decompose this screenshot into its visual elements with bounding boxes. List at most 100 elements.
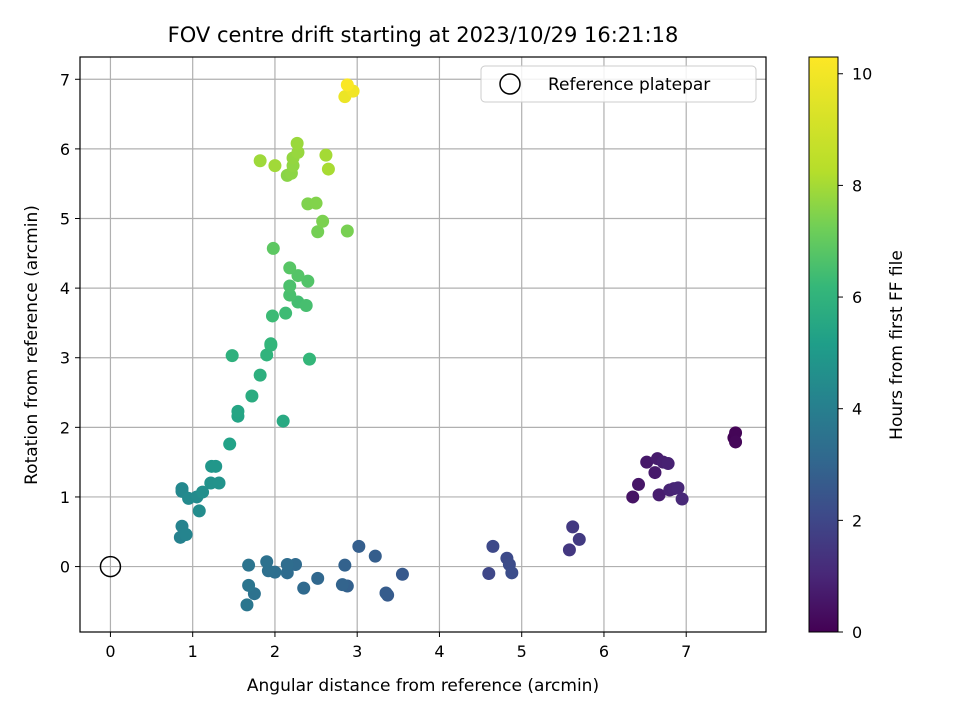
y-tick-label: 3 (60, 349, 70, 368)
reference-marker-layer (99, 555, 122, 578)
data-point (290, 136, 304, 150)
y-tick-label: 1 (60, 488, 70, 507)
colorbar-tick-label: 10 (852, 65, 872, 84)
data-point (319, 148, 333, 162)
data-point (209, 459, 223, 473)
x-tick-label: 5 (517, 642, 527, 661)
colorbar-tick-label: 4 (852, 400, 862, 419)
data-point (279, 306, 293, 320)
y-ticks: 0 1 2 3 4 5 6 7 (60, 70, 80, 577)
data-point (626, 490, 640, 504)
y-tick-label: 0 (60, 558, 70, 577)
chart-title: FOV centre drift starting at 2023/10/29 … (168, 23, 679, 47)
data-point (245, 389, 259, 403)
colorbar-tick-label: 8 (852, 176, 862, 195)
data-point (299, 299, 313, 313)
plot-frame (79, 56, 767, 633)
colorbar-gradient (808, 56, 839, 633)
y-axis-label: Rotation from reference (arcmin) (22, 205, 42, 485)
data-point (335, 578, 349, 592)
colorbar-tick-label: 2 (852, 511, 862, 530)
data-point (661, 457, 675, 471)
data-point (283, 288, 297, 302)
data-point (729, 435, 743, 449)
data-point (309, 196, 323, 210)
y-tick-label: 2 (60, 418, 70, 437)
data-point (675, 492, 689, 506)
data-point (648, 466, 662, 480)
data-point (482, 567, 496, 581)
x-tick-label: 6 (599, 642, 609, 661)
data-point (729, 426, 743, 440)
data-point (338, 558, 352, 572)
data-points (173, 78, 743, 612)
x-ticks: 0 1 2 3 4 5 6 7 (105, 632, 691, 661)
data-point (265, 309, 279, 323)
data-point (566, 520, 580, 534)
data-point (179, 528, 193, 542)
data-point (283, 261, 297, 275)
y-tick-label: 4 (60, 279, 70, 298)
colorbar-label: Hours from first FF file (887, 250, 907, 440)
data-point (652, 488, 666, 502)
data-point (280, 557, 294, 571)
colorbar: 0 2 4 6 8 10 Hours from first FF file (808, 56, 907, 642)
data-point (260, 348, 274, 362)
data-point (223, 437, 237, 451)
y-tick-label: 7 (60, 70, 70, 89)
y-tick-label: 5 (60, 210, 70, 229)
data-point (253, 154, 267, 168)
x-tick-label: 4 (434, 642, 444, 661)
data-point (321, 162, 335, 176)
legend-box (480, 65, 757, 103)
legend: Reference platepar (480, 65, 757, 103)
data-point (486, 539, 500, 553)
data-point (301, 274, 315, 288)
y-tick-label: 6 (60, 140, 70, 159)
data-point (225, 349, 239, 363)
data-point (302, 352, 316, 366)
x-tick-label: 0 (105, 642, 115, 661)
data-point (340, 224, 354, 238)
data-point (242, 558, 256, 572)
data-point (264, 337, 278, 351)
data-point (297, 581, 311, 595)
data-point (240, 598, 254, 612)
data-point (572, 532, 586, 546)
data-point (253, 368, 267, 382)
data-point (175, 482, 189, 496)
data-point (340, 78, 354, 92)
data-point (291, 269, 305, 283)
grid (80, 57, 766, 632)
data-point (505, 566, 519, 580)
data-point (231, 404, 245, 418)
x-axis-label: Angular distance from reference (arcmin) (247, 676, 599, 696)
data-point (260, 555, 274, 569)
data-point (395, 567, 409, 581)
data-point (212, 476, 226, 490)
x-tick-label: 7 (681, 642, 691, 661)
data-point (632, 477, 646, 491)
data-point (352, 539, 366, 553)
colorbar-tick-label: 0 (852, 623, 862, 642)
data-point (562, 543, 576, 557)
data-point (242, 578, 256, 592)
colorbar-tick-label: 6 (852, 288, 862, 307)
data-point (379, 586, 393, 600)
legend-reference-marker-icon (499, 73, 521, 95)
x-tick-label: 1 (188, 642, 198, 661)
x-tick-label: 2 (270, 642, 280, 661)
data-point (266, 241, 280, 255)
legend-entry-label: Reference platepar (548, 75, 710, 95)
data-point (311, 571, 325, 585)
data-point (276, 414, 290, 428)
reference-platepar-marker (99, 555, 122, 578)
data-point (283, 279, 297, 293)
data-point (192, 504, 206, 518)
x-tick-label: 3 (352, 642, 362, 661)
data-point (640, 455, 654, 469)
data-point (311, 225, 325, 239)
data-point (671, 481, 685, 495)
